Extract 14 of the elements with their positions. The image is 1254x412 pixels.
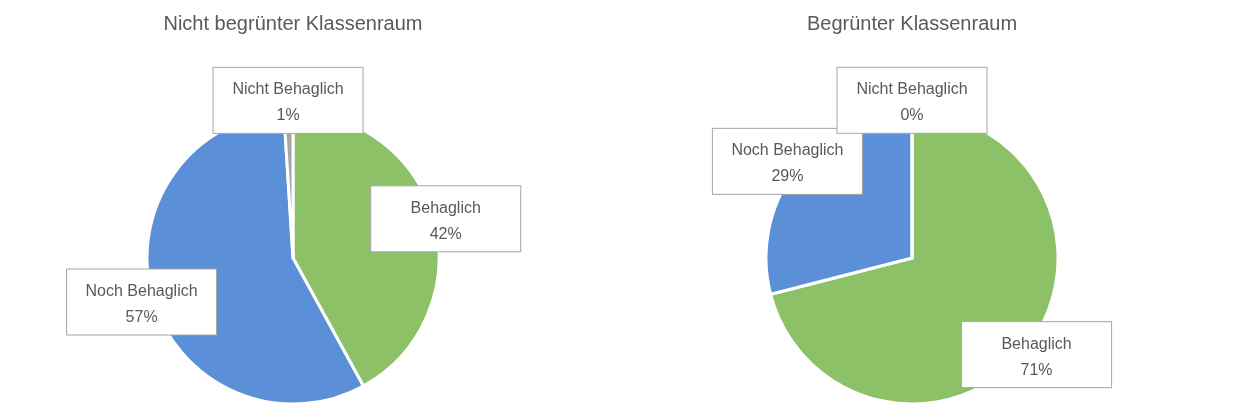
chart-title: Nicht begrünter Klassenraum [163,12,423,34]
slice-label: Behaglich [410,198,481,216]
slice-label: Nicht Behaglich [232,80,344,98]
category-label: Nicht Behaglich [856,80,968,98]
text: 0% [900,106,924,124]
data-label: 42% [429,224,462,242]
data-label: 29% [771,167,804,185]
data-label: 57% [125,307,158,325]
slice-label: Behaglich [1001,334,1072,352]
slice-label: Noch Behaglich [731,141,844,159]
data-label: 1% [276,106,300,124]
data-label: 71% [1020,360,1053,378]
chart-title: Begrünter Klassenraum [806,12,1018,34]
slice-label: Noch Behaglich [85,281,198,299]
